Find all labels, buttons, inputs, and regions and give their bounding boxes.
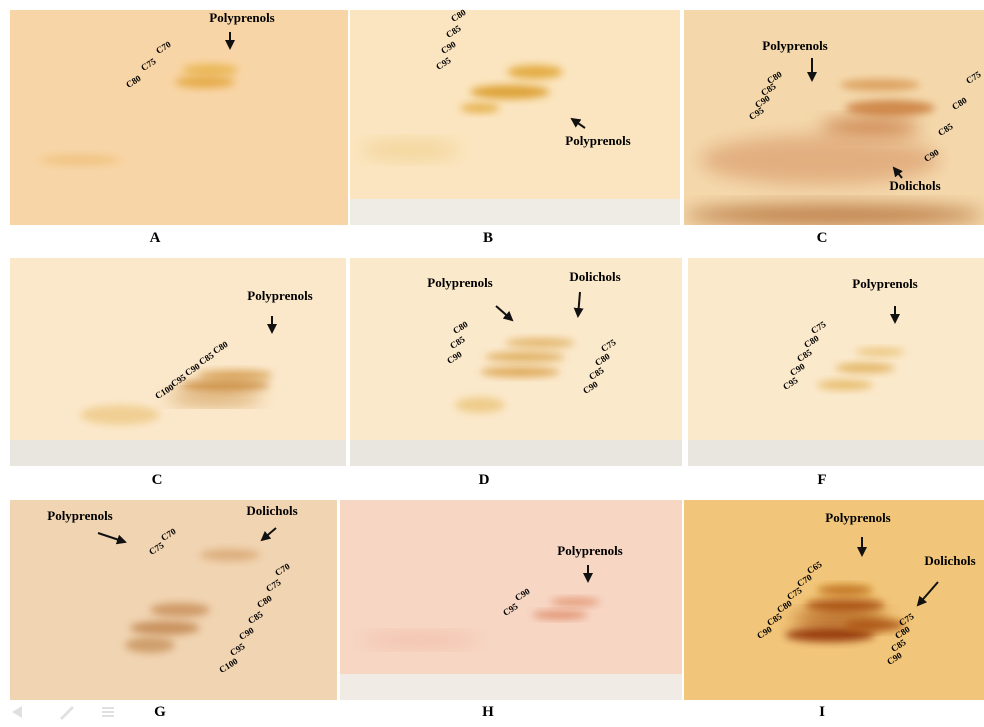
annotation: Polyprenols [825, 510, 891, 525]
plate-edge [350, 440, 682, 466]
tlc-panel: PolyprenolsDolicholsC80C85C90C95C75C80C8… [684, 10, 984, 246]
spot [470, 85, 550, 99]
tlc-panel: PolyprenolsDolicholsC65C70C75C80C85C90C7… [684, 500, 984, 720]
annotation: Dolichols [569, 269, 620, 284]
spot [845, 100, 935, 116]
plate [688, 258, 984, 466]
spot [835, 363, 895, 373]
spot [507, 65, 563, 79]
plate-edge [688, 440, 984, 466]
spot [480, 367, 560, 377]
spot [180, 379, 270, 391]
plate-background [688, 258, 984, 466]
spot [845, 619, 905, 631]
panel-label: I [819, 704, 825, 720]
annotation: Polyprenols [852, 276, 918, 291]
figure: PolyprenolsC70C75C80APolyprenolsC80C85C9… [0, 0, 984, 727]
annotation: Polyprenols [565, 133, 631, 148]
annotation: Polyprenols [247, 288, 313, 303]
spot [360, 634, 480, 646]
spot [200, 549, 260, 561]
annotation: Polyprenols [47, 508, 113, 523]
spot [125, 637, 175, 653]
plate-background [340, 500, 682, 700]
annotation: Dolichols [246, 503, 297, 518]
annotation: Dolichols [924, 553, 975, 568]
spot [130, 621, 200, 635]
panel-label: F [817, 472, 826, 488]
panel-label: A [150, 230, 161, 246]
annotation: Polyprenols [427, 275, 493, 290]
plate [340, 500, 682, 700]
spot [805, 598, 885, 612]
plate [350, 10, 680, 225]
panel-label: C [817, 230, 828, 246]
spot [505, 338, 575, 348]
annotation: Polyprenols [209, 10, 275, 25]
spot [820, 119, 920, 137]
spot [550, 598, 600, 606]
spot [855, 348, 905, 356]
spot [150, 603, 210, 617]
spot [532, 611, 588, 619]
plate-edge [10, 440, 346, 466]
plate-edge [350, 199, 680, 225]
spot [817, 380, 873, 390]
spot [485, 352, 565, 362]
plate-background [350, 10, 680, 225]
plate [684, 500, 984, 700]
spot [182, 64, 238, 76]
spot [197, 370, 273, 380]
plate-background [10, 10, 348, 225]
spot [80, 405, 160, 425]
plate [350, 258, 682, 466]
annotation: Dolichols [889, 178, 940, 193]
spot [455, 397, 505, 413]
spot [840, 79, 920, 91]
annotation: Polyprenols [762, 38, 828, 53]
panel-label: B [483, 230, 493, 246]
plate-background [350, 258, 682, 466]
spot [460, 103, 500, 113]
spot [360, 142, 460, 158]
plate-edge [340, 674, 682, 700]
panel-label: C [152, 472, 163, 488]
spot [167, 391, 263, 403]
annotation: Polyprenols [557, 543, 623, 558]
spot [40, 155, 120, 165]
panel-label: D [479, 472, 490, 488]
spot [175, 76, 235, 88]
spot [817, 585, 873, 595]
panel-label: H [482, 704, 494, 720]
spot [684, 205, 984, 225]
nav-icons [12, 706, 114, 720]
panel-label: G [154, 704, 166, 720]
plate [10, 10, 348, 225]
